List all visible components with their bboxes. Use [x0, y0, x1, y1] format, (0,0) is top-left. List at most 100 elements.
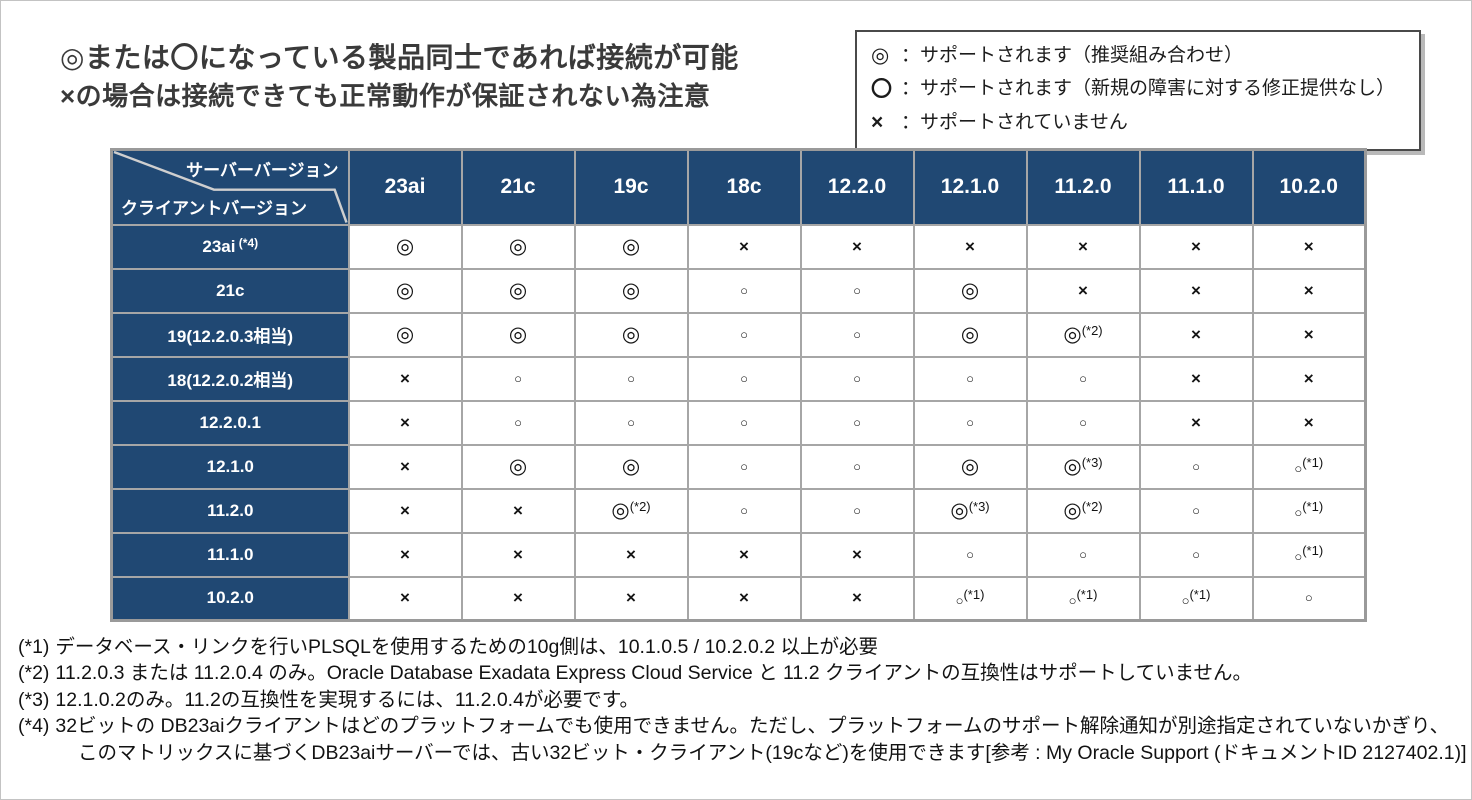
support-symbol: × [513, 500, 523, 520]
row-label-text: 12.1.0 [206, 456, 254, 476]
row-label-19(12.2.0.3相当): 19(12.2.0.3相当) [110, 311, 350, 358]
footnote-text: 32ビットの DB23aiクライアントはどのプラットフォームでも使用できません。… [55, 715, 1450, 738]
page-title-line2: ×の場合は接続できても正常動作が保証されない為注意 [60, 80, 711, 111]
cell-18(12.2.0.2相当)-12.2.0: ○ [799, 355, 915, 402]
cell-footnote-ref: (*1) [1076, 586, 1098, 602]
table-row: 19(12.2.0.3相当) ◎ ◎ ◎ ○ ○ ◎ ◎(*2) × × [110, 311, 1367, 358]
support-symbol: × [852, 236, 862, 256]
table-row: 23ai (*4) ◎ ◎ ◎ × × × × × × [110, 223, 1367, 270]
support-symbol: × [1191, 368, 1201, 388]
column-header-11.2.0: 11.2.0 [1025, 148, 1141, 226]
cell-10.2.0-12.1.0: ○(*1) [912, 575, 1028, 622]
cell-10.2.0-23ai: × [347, 575, 463, 622]
support-symbol: ○ [1304, 590, 1313, 606]
cell-footnote-ref: (*3) [1081, 455, 1103, 470]
cell-23ai-21c: ◎ [460, 223, 576, 270]
support-symbol: × [626, 588, 636, 608]
cell-21c-21c: ◎ [460, 267, 576, 314]
legend-items: ◎ ：サポートされます（推奨組み合わせ） 〇 ：サポートされます（新規の障害に対する修… [871, 39, 1405, 140]
legend-item-2: × ：サポートされていません [871, 106, 1405, 140]
support-symbol: ◎ [395, 323, 415, 346]
page-title: ◎または〇になっている製品同士であれば接続が可能 ×の場合は接続できても正常動作… [60, 38, 739, 115]
cell-12.2.0.1-19c: ○ [573, 399, 689, 446]
support-symbol: ○ [1079, 546, 1087, 562]
cell-19(12.2.0.3相当)-10.2.0: × [1251, 311, 1367, 358]
cell-21c-19c: ◎ [573, 267, 689, 314]
cell-10.2.0-19c: × [573, 575, 689, 622]
cell-11.1.0-19c: × [573, 531, 689, 578]
cell-21c-12.1.0: ◎ [912, 267, 1028, 314]
support-symbol: × [1303, 236, 1314, 256]
cell-21c-10.2.0: × [1251, 267, 1367, 314]
cell-footnote-ref: (*1) [1189, 586, 1211, 602]
support-symbol: × [852, 588, 862, 608]
cell-footnote-ref: (*2) [629, 499, 651, 514]
support-symbol: ○ [966, 370, 974, 386]
compat-table-body: 23ai (*4) ◎ ◎ ◎ × × × × × × 21c ◎ ◎ ◎ ○ ○ ◎ × × × 19(12.2.0.… [110, 223, 1367, 622]
support-symbol: ○ [1079, 370, 1087, 386]
column-header-12.1.0: 12.1.0 [912, 148, 1028, 226]
row-label-18(12.2.0.2相当): 18(12.2.0.2相当) [110, 355, 350, 402]
corner-cell: サーバーバージョンクライアントバージョン [110, 148, 350, 226]
cell-11.1.0-18c: × [686, 531, 802, 578]
cell-18(12.2.0.2相当)-23ai: × [347, 355, 463, 402]
legend-item-0: ◎ ：サポートされます（推奨組み合わせ） [871, 39, 1405, 73]
row-label-text: 21c [216, 280, 245, 300]
support-symbol: ○ [627, 414, 635, 430]
support-symbol: ◎ [508, 235, 528, 258]
cell-12.1.0-12.1.0: ◎ [912, 443, 1028, 490]
corner-label-server: サーバーバージョン [186, 161, 339, 180]
footnote-marker: (*4) [18, 715, 50, 738]
cell-11.1.0-11.2.0: ○ [1025, 531, 1141, 578]
cell-21c-18c: ○ [686, 267, 802, 314]
support-symbol: ◎ [621, 455, 641, 478]
row-label-21c: 21c [110, 267, 350, 314]
cell-23ai-10.2.0: × [1251, 223, 1367, 270]
legend-symbol-icon: 〇 [871, 77, 892, 101]
cell-11.2.0-19c: ◎(*2) [573, 487, 689, 534]
cell-19(12.2.0.3相当)-11.1.0: × [1138, 311, 1254, 358]
column-header-11.1.0: 11.1.0 [1138, 148, 1254, 226]
page-title-line1: ◎または〇になっている製品同士であれば接続が可能 [60, 42, 739, 73]
footnote-(*4): (*4) 32ビットの DB23aiクライアントはどのプラットフォームでも使用でき… [18, 713, 1456, 739]
support-symbol: ○ [514, 414, 522, 430]
cell-12.1.0-12.2.0: ○ [799, 443, 915, 490]
reference-link: [参考 : My Oracle Support (ドキュメントID 212740… [985, 741, 1467, 764]
support-symbol: ○ [853, 502, 861, 518]
footnote-marker: (*2) [18, 662, 50, 685]
column-header-23ai: 23ai [347, 148, 463, 226]
footnote-marker: (*3) [18, 688, 50, 711]
support-symbol: × [852, 544, 862, 564]
cell-11.2.0-11.1.0: ○ [1138, 487, 1254, 534]
support-symbol: ○ [740, 326, 748, 342]
support-symbol: ○ [1294, 549, 1303, 564]
row-label-text: 11.2.0 [207, 500, 254, 520]
legend-item-label: ：サポートされます（推奨組み合わせ） [901, 44, 1244, 66]
support-symbol: ○ [1079, 414, 1087, 430]
support-symbol: ○ [1294, 461, 1303, 476]
cell-footnote-ref: (*1) [1302, 455, 1324, 470]
cell-23ai-11.2.0: × [1025, 223, 1141, 270]
support-symbol: ◎ [1063, 455, 1082, 478]
support-symbol: ○ [740, 282, 748, 298]
support-symbol: ○ [740, 414, 748, 430]
row-label-23ai: 23ai (*4) [110, 223, 350, 270]
support-symbol: ○ [853, 326, 861, 342]
cell-21c-23ai: ◎ [347, 267, 463, 314]
cell-12.1.0-21c: ◎ [460, 443, 576, 490]
corner-label-client: クライアントバージョン [121, 198, 307, 218]
compat-table: サーバーバージョン クライアントバージョン 23ai 21c 19c 18c 12.2.0 1… [110, 148, 1367, 622]
support-symbol: × [400, 412, 410, 432]
row-label-text: 19(12.2.0.3相当) [167, 327, 294, 346]
cell-18(12.2.0.2相当)-12.1.0: ○ [912, 355, 1028, 402]
support-symbol: ○ [514, 370, 522, 386]
support-symbol: ○ [853, 282, 861, 298]
support-symbol: × [626, 544, 636, 564]
cell-10.2.0-11.2.0: ○(*1) [1025, 575, 1141, 622]
cell-18(12.2.0.2相当)-19c: ○ [573, 355, 689, 402]
support-symbol: ◎ [621, 323, 641, 346]
support-symbol: ○ [853, 370, 861, 386]
cell-23ai-18c: × [686, 223, 802, 270]
cell-21c-11.1.0: × [1138, 267, 1254, 314]
cell-11.2.0-18c: ○ [686, 487, 802, 534]
